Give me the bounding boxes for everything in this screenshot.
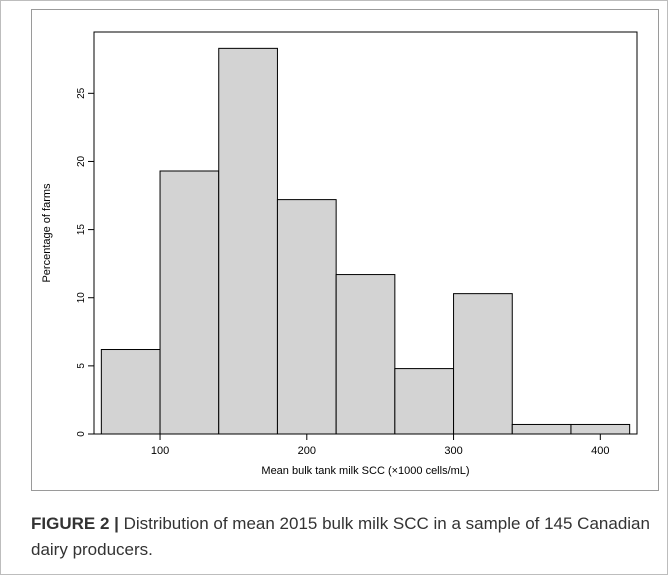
plot-area-frame — [93, 31, 638, 435]
y-axis-label: Percentage of farms — [41, 183, 53, 283]
caption-text: Distribution of mean 2015 bulk milk SCC … — [31, 514, 650, 559]
y-axis: 0 5 10 15 20 25 — [76, 87, 94, 437]
histogram-bar — [570, 423, 631, 435]
histogram-bar — [511, 423, 572, 435]
bars-group — [100, 47, 631, 435]
histogram-bar — [159, 170, 220, 435]
y-tick-label: 20 — [76, 155, 87, 167]
x-tick-label: 200 — [298, 445, 316, 457]
y-tick-label: 10 — [76, 292, 87, 304]
x-tick-label: 300 — [444, 445, 462, 457]
histogram-bar — [394, 368, 455, 435]
y-tick-label: 0 — [76, 431, 87, 437]
histogram-chart: 100 200 300 400 0 5 10 15 20 25 Mean bulk tank m… — [41, 31, 638, 477]
x-axis: 100 200 300 400 — [151, 434, 609, 457]
figure-label: FIGURE 2 | — [31, 514, 119, 533]
x-axis-label: Mean bulk tank milk SCC (×1000 cells/mL) — [261, 465, 469, 477]
y-tick-label: 5 — [76, 363, 87, 369]
x-tick-label: 400 — [591, 445, 609, 457]
histogram-bar — [100, 349, 161, 435]
y-tick-label: 15 — [76, 224, 87, 236]
x-tick-label: 100 — [151, 445, 169, 457]
figure-caption: FIGURE 2 | Distribution of mean 2015 bul… — [31, 511, 651, 563]
histogram-bar — [276, 199, 337, 435]
histogram-bar — [335, 274, 396, 435]
y-tick-label: 25 — [76, 87, 87, 99]
chart-frame: 100 200 300 400 0 5 10 15 20 25 Mean bulk tank m… — [31, 9, 659, 491]
histogram-bar — [453, 293, 513, 435]
histogram-bar — [218, 47, 278, 435]
